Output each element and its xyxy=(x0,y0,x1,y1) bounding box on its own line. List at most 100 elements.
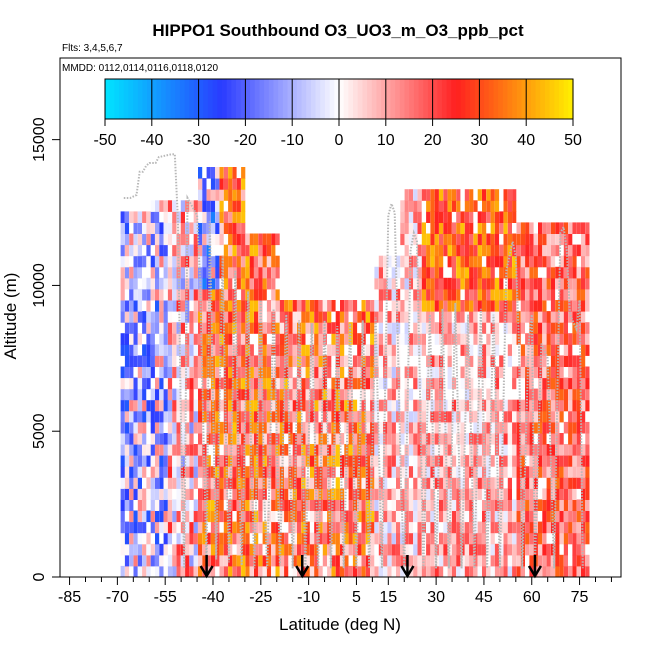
heatmap-cell xyxy=(198,521,203,534)
heatmap-cell xyxy=(266,233,272,246)
heatmap-cell xyxy=(361,565,366,578)
heatmap-cell xyxy=(473,466,478,478)
heatmap-cell xyxy=(469,521,474,534)
heatmap-cell xyxy=(245,554,250,567)
heatmap-cell xyxy=(172,455,177,467)
heatmap-cell xyxy=(421,455,426,467)
heatmap-cell xyxy=(262,444,267,456)
heatmap-cell xyxy=(477,565,482,578)
heatmap-cell xyxy=(460,222,465,234)
heatmap-cell xyxy=(155,565,160,578)
heatmap-cell xyxy=(159,388,164,401)
heatmap-cell xyxy=(464,277,469,290)
heatmap-cell xyxy=(460,565,465,578)
heatmap-cell xyxy=(469,333,474,345)
heatmap-cell xyxy=(520,421,525,434)
heatmap-cell xyxy=(391,344,396,356)
heatmap-cell xyxy=(559,311,564,323)
heatmap-cell xyxy=(520,455,525,467)
heatmap-cell xyxy=(456,266,461,279)
heatmap-cell xyxy=(585,377,590,390)
heatmap-cell xyxy=(494,189,500,201)
heatmap-cell xyxy=(159,433,164,445)
heatmap-cell xyxy=(546,222,551,234)
heatmap-cell xyxy=(352,521,358,534)
heatmap-cell xyxy=(133,377,138,390)
heatmap-cell xyxy=(210,355,216,367)
heatmap-cell xyxy=(430,410,435,423)
heatmap-cell xyxy=(507,433,512,445)
heatmap-cell xyxy=(576,521,581,534)
heatmap-cell xyxy=(507,200,512,212)
heatmap-cell xyxy=(228,399,233,412)
heatmap-cell xyxy=(516,554,521,567)
heatmap-cell xyxy=(473,543,478,556)
heatmap-cell xyxy=(206,455,211,467)
heatmap-cell xyxy=(352,333,358,345)
heatmap-cell xyxy=(275,355,280,367)
heatmap-cell xyxy=(507,311,512,323)
heatmap-cell xyxy=(236,399,241,412)
heatmap-cell xyxy=(494,344,500,356)
heatmap-cell xyxy=(163,532,168,545)
heatmap-cell xyxy=(301,532,306,545)
heatmap-cell xyxy=(232,244,237,257)
heatmap-cell xyxy=(563,322,568,334)
heatmap-cell xyxy=(288,399,293,412)
heatmap-cell xyxy=(581,355,586,367)
heatmap-cell xyxy=(150,211,155,223)
heatmap-cell xyxy=(327,554,332,567)
heatmap-cell xyxy=(327,322,332,334)
heatmap-cell xyxy=(206,288,211,301)
heatmap-cell xyxy=(494,554,500,567)
colorbar-swatch xyxy=(554,79,560,119)
heatmap-cell xyxy=(167,455,173,467)
heatmap-cell xyxy=(370,333,375,345)
heatmap-cell xyxy=(413,277,418,290)
heatmap-cell xyxy=(137,377,142,390)
heatmap-cell xyxy=(408,211,414,223)
heatmap-cell xyxy=(421,421,426,434)
heatmap-cell xyxy=(266,311,272,323)
heatmap-cell xyxy=(129,322,134,334)
heatmap-cell xyxy=(137,543,142,556)
heatmap-cell xyxy=(245,499,250,511)
heatmap-cell xyxy=(439,499,444,511)
heatmap-cell xyxy=(430,222,435,234)
heatmap-cell xyxy=(413,410,418,423)
heatmap-cell xyxy=(335,510,340,523)
heatmap-cell xyxy=(512,499,517,511)
heatmap-cell xyxy=(370,532,375,545)
heatmap-cell xyxy=(400,466,405,478)
heatmap-cell xyxy=(404,255,409,268)
heatmap-cell xyxy=(167,499,173,511)
heatmap-cell xyxy=(396,532,401,545)
heatmap-cell xyxy=(344,399,349,412)
heatmap-cell xyxy=(357,344,362,356)
heatmap-cell xyxy=(430,211,435,223)
heatmap-cell xyxy=(297,300,302,312)
heatmap-cell xyxy=(210,167,216,179)
heatmap-cell xyxy=(555,510,560,523)
heatmap-cell xyxy=(585,266,590,279)
heatmap-cell xyxy=(228,233,233,246)
heatmap-cell xyxy=(490,455,495,467)
heatmap-cell xyxy=(499,554,504,567)
heatmap-cell xyxy=(124,488,130,500)
heatmap-cell xyxy=(309,444,315,456)
heatmap-cell xyxy=(284,444,289,456)
heatmap-cell xyxy=(469,366,474,379)
heatmap-cell xyxy=(555,311,560,323)
heatmap-cell xyxy=(447,277,452,290)
heatmap-cell xyxy=(568,477,573,489)
heatmap-cell xyxy=(215,333,220,345)
heatmap-cell xyxy=(503,521,508,534)
heatmap-cell xyxy=(408,255,414,268)
heatmap-cell xyxy=(456,255,461,268)
heatmap-cell xyxy=(146,388,151,401)
heatmap-cell xyxy=(572,377,577,390)
heatmap-cell xyxy=(378,255,383,268)
heatmap-cell xyxy=(146,532,151,545)
heatmap-cell xyxy=(292,410,297,423)
heatmap-cell xyxy=(344,300,349,312)
